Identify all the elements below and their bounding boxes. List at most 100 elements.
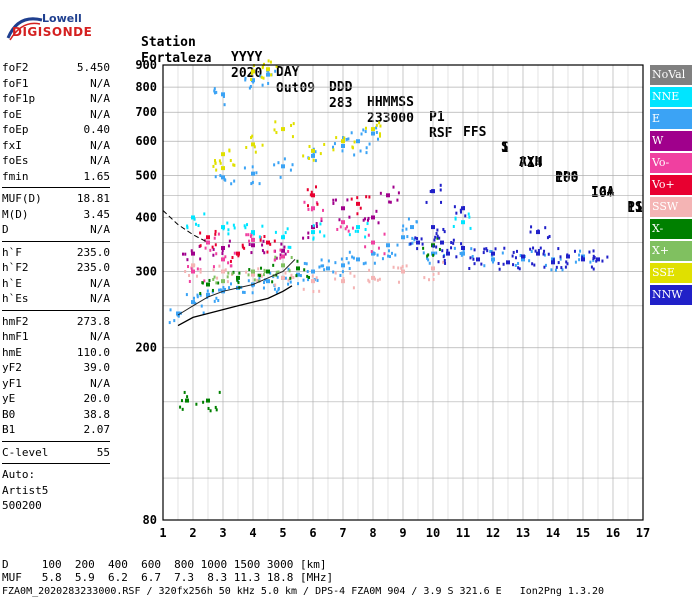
echo-speckle xyxy=(296,259,299,263)
echo-speckle xyxy=(514,256,517,260)
echo-speckle xyxy=(559,257,562,261)
echo-speckle xyxy=(592,254,595,258)
dashed-profile-curve xyxy=(162,210,209,243)
echo-speckle xyxy=(244,78,247,82)
param-name: B1 xyxy=(2,423,16,436)
x-tick-label: 12 xyxy=(486,526,500,540)
echo-speckle xyxy=(260,266,263,270)
echo-speckle xyxy=(416,247,419,251)
echo-speckle xyxy=(289,276,292,280)
echo-speckle xyxy=(435,251,438,255)
param-value: N/A xyxy=(90,276,110,290)
echo-speckle xyxy=(273,163,276,167)
x-tick-label: 13 xyxy=(516,526,530,540)
echo-speckle xyxy=(316,278,319,282)
echo-speckle xyxy=(544,226,547,230)
echo-speckle xyxy=(323,268,326,272)
echo-point xyxy=(266,240,270,245)
echo-speckle xyxy=(316,202,319,206)
echo-point xyxy=(371,131,375,136)
x-tick-label: 2 xyxy=(189,526,196,540)
echo-speckle xyxy=(578,258,581,262)
echo-speckle xyxy=(248,239,251,243)
y-tick-label: 200 xyxy=(135,341,157,355)
echo-speckle xyxy=(279,253,282,257)
echo-speckle xyxy=(370,250,373,254)
echo-speckle xyxy=(421,242,424,246)
echo-speckle xyxy=(245,146,248,150)
param-value: 2.07 xyxy=(83,423,111,436)
echo-speckle xyxy=(388,255,391,259)
echo-speckle xyxy=(232,223,235,227)
echo-point xyxy=(266,72,270,77)
echo-speckle xyxy=(362,262,365,266)
y-tick-label: 300 xyxy=(135,265,157,279)
param-group-profile: hmF2 273.8 hmF1 N/A hmE 110.0 yF2 39.0 yF1 N/… xyxy=(2,314,110,438)
echo-speckle xyxy=(289,280,292,284)
echo-speckle xyxy=(327,259,330,263)
param-value: 235.0 xyxy=(76,245,110,259)
echo-point xyxy=(581,257,585,262)
echo-speckle xyxy=(455,211,458,215)
param-name: hmF2 xyxy=(2,314,29,328)
echo-speckle xyxy=(267,59,270,63)
echo-speckle xyxy=(251,165,254,169)
echo-speckle xyxy=(437,271,440,275)
echo-speckle xyxy=(394,253,397,257)
echo-speckle xyxy=(309,193,312,197)
echo-point xyxy=(296,266,300,271)
echo-point xyxy=(431,266,435,271)
echo-point xyxy=(266,67,270,72)
param-row: C-level 55 xyxy=(2,445,110,461)
echo-point xyxy=(431,251,435,256)
echo-speckle xyxy=(502,262,505,266)
x-tick-label: 10 xyxy=(426,526,440,540)
echo-speckle xyxy=(409,242,412,246)
echo-speckle xyxy=(413,238,416,242)
header-value-ps: 11 xyxy=(627,201,643,216)
param-value: 39.0 xyxy=(83,361,111,374)
echo-speckle xyxy=(188,279,191,283)
echo-speckle xyxy=(319,222,322,226)
echo-speckle xyxy=(275,290,278,294)
echo-speckle xyxy=(339,273,342,277)
echo-speckle xyxy=(196,274,199,278)
header-label-s: S xyxy=(501,140,509,155)
echo-point xyxy=(341,220,345,225)
echo-point xyxy=(191,251,195,256)
echo-speckle xyxy=(199,231,202,235)
echo-point xyxy=(221,269,225,274)
echo-speckle xyxy=(340,257,343,261)
echo-speckle xyxy=(353,153,356,157)
echo-speckle xyxy=(275,256,278,260)
echo-point xyxy=(236,275,240,280)
echo-speckle xyxy=(251,180,254,184)
echo-speckle xyxy=(473,248,476,252)
echo-speckle xyxy=(548,234,551,238)
echo-speckle xyxy=(243,290,246,294)
echo-speckle xyxy=(490,250,493,254)
echo-speckle xyxy=(550,268,553,272)
param-name: foE xyxy=(2,107,22,121)
echo-speckle xyxy=(258,182,261,186)
divider xyxy=(2,440,110,442)
echo-speckle xyxy=(377,246,380,250)
echo-speckle xyxy=(352,256,355,260)
echo-speckle xyxy=(263,270,266,274)
echo-point xyxy=(206,292,210,297)
echo-speckle xyxy=(348,267,351,271)
echo-speckle xyxy=(554,268,557,272)
echo-speckle xyxy=(259,74,262,78)
echo-point xyxy=(596,257,600,262)
param-group-muf: MUF(D) 18.81 M(D) 3.45 D N/A xyxy=(2,191,110,238)
echo-speckle xyxy=(260,75,263,79)
x-tick-label: 9 xyxy=(399,526,406,540)
digisonde-logo: Lowell DIGISONDE xyxy=(4,8,92,41)
echo-speckle xyxy=(441,249,444,253)
param-value: N/A xyxy=(90,76,110,90)
echo-speckle xyxy=(302,287,305,291)
echo-speckle xyxy=(261,143,264,147)
echo-speckle xyxy=(438,236,441,240)
echo-speckle xyxy=(233,163,236,167)
echo-speckle xyxy=(190,249,193,253)
